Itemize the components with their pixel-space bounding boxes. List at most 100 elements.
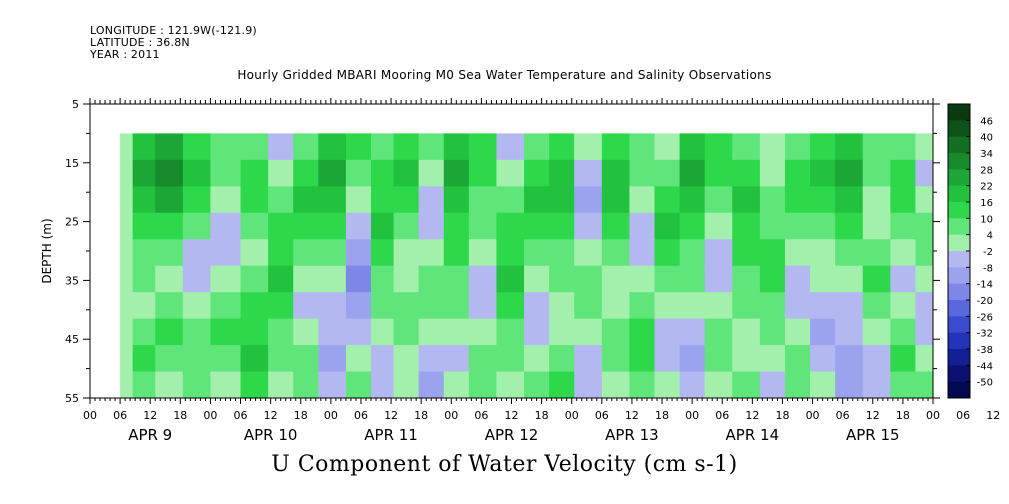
heatmap-cell bbox=[732, 159, 761, 187]
heatmap-cell bbox=[915, 212, 933, 240]
heatmap-cell bbox=[915, 371, 933, 398]
heatmap-cell bbox=[293, 345, 319, 373]
heatmap-cell bbox=[890, 212, 917, 240]
x-day-label: APR 10 bbox=[244, 426, 298, 444]
heatmap-cell bbox=[345, 239, 372, 267]
heatmap-cell bbox=[759, 159, 786, 187]
heatmap-cell bbox=[155, 212, 184, 240]
heatmap-cell bbox=[132, 318, 156, 346]
heatmap-cell bbox=[443, 345, 470, 373]
x-tick-label: 18 bbox=[896, 409, 910, 422]
heatmap-cell bbox=[371, 345, 395, 373]
heatmap-cell bbox=[629, 212, 656, 240]
heatmap-cell bbox=[345, 345, 372, 373]
heatmap-cell bbox=[443, 371, 470, 398]
heatmap-cell bbox=[574, 292, 603, 320]
heatmap-cell bbox=[120, 212, 134, 240]
heatmap-cell bbox=[393, 133, 420, 161]
heatmap-cell bbox=[268, 292, 294, 320]
heatmap-cell bbox=[443, 186, 470, 214]
x-tick-label: 06 bbox=[113, 409, 127, 422]
heatmap-cell bbox=[862, 212, 891, 240]
heatmap-cell bbox=[268, 186, 294, 214]
heatmap-cell bbox=[704, 265, 733, 293]
heatmap-cell bbox=[704, 186, 733, 214]
heatmap-cell bbox=[120, 265, 134, 293]
colorbar-label: -32 bbox=[977, 329, 993, 340]
heatmap-cell bbox=[120, 133, 134, 161]
heatmap-cell bbox=[784, 318, 811, 346]
heatmap-cell bbox=[155, 265, 184, 293]
colorbar-label: 4 bbox=[987, 231, 993, 242]
heatmap-cell bbox=[862, 186, 891, 214]
x-tick-label: 12 bbox=[986, 409, 1000, 422]
heatmap-cell bbox=[704, 212, 733, 240]
heatmap-cell bbox=[862, 371, 891, 398]
heatmap-cell bbox=[759, 265, 786, 293]
heatmap-cell bbox=[835, 133, 864, 161]
heatmap-cell bbox=[784, 265, 811, 293]
heatmap-cell bbox=[210, 186, 242, 214]
heatmap-cell bbox=[318, 318, 347, 346]
heatmap-cell bbox=[704, 371, 733, 398]
colorbar-swatch bbox=[948, 104, 970, 121]
heatmap-cell bbox=[732, 318, 761, 346]
heatmap-cell bbox=[890, 371, 917, 398]
heatmap-cell bbox=[784, 133, 811, 161]
axes: 00 06 12 18 00 06 12 18 00 06 12 18 00 06 12 18 00 06 12 18… bbox=[65, 98, 1000, 444]
heatmap-cell bbox=[371, 239, 395, 267]
heatmap-cell bbox=[268, 133, 294, 161]
heatmap-cell bbox=[210, 345, 242, 373]
colorbar-label: -44 bbox=[977, 361, 993, 372]
heatmap-cell bbox=[240, 265, 269, 293]
heatmap-cell bbox=[293, 159, 319, 187]
heatmap-cell bbox=[371, 318, 395, 346]
heatmap-cell bbox=[210, 265, 242, 293]
heatmap-cell bbox=[524, 159, 550, 187]
heatmap-cell bbox=[915, 292, 933, 320]
y-axis-label: DEPTH (m) bbox=[40, 218, 54, 283]
x-tick-label: 12 bbox=[384, 409, 398, 422]
heatmap-cell bbox=[601, 318, 631, 346]
heatmap-cell bbox=[629, 159, 656, 187]
heatmap-cell bbox=[679, 186, 706, 214]
heatmap-cell bbox=[679, 345, 706, 373]
heatmap-cell bbox=[345, 292, 372, 320]
heatmap-cell bbox=[810, 318, 836, 346]
heatmap-cell bbox=[862, 133, 891, 161]
heatmap-cell bbox=[679, 318, 706, 346]
heatmap-cell bbox=[393, 371, 420, 398]
y-tick-label: 5 bbox=[72, 98, 79, 111]
heatmap-cell bbox=[345, 133, 372, 161]
heatmap-cell bbox=[524, 186, 550, 214]
heatmap-cell bbox=[835, 239, 864, 267]
heatmap-cell bbox=[293, 265, 319, 293]
heatmap-cell bbox=[629, 292, 656, 320]
heatmap-cell bbox=[915, 345, 933, 373]
heatmap-cell bbox=[182, 186, 212, 214]
x-tick-label: 06 bbox=[956, 409, 970, 422]
heatmap-cell bbox=[496, 345, 525, 373]
colorbar-swatch bbox=[948, 365, 970, 383]
heatmap-cell bbox=[915, 159, 933, 187]
heatmap-cell bbox=[549, 292, 575, 320]
x-tick-label: 18 bbox=[775, 409, 789, 422]
heatmap-cell bbox=[810, 186, 836, 214]
heatmap-cell bbox=[210, 133, 242, 161]
heatmap-cell bbox=[784, 212, 811, 240]
heatmap-cell bbox=[293, 292, 319, 320]
heatmap-cell bbox=[120, 159, 134, 187]
heatmap-cell bbox=[268, 159, 294, 187]
heatmap-cell bbox=[915, 133, 933, 161]
heatmap-cell bbox=[210, 371, 242, 398]
heatmap-cell bbox=[704, 159, 733, 187]
heatmap-cell bbox=[345, 186, 372, 214]
heatmap-cell bbox=[393, 159, 420, 187]
heatmap-cell bbox=[654, 133, 681, 161]
heatmap-cell bbox=[345, 265, 372, 293]
heatmap-cell bbox=[345, 159, 372, 187]
heatmap-cell bbox=[679, 239, 706, 267]
heatmap-cell bbox=[629, 265, 656, 293]
colorbar-swatch bbox=[948, 381, 970, 399]
heatmap-cell bbox=[759, 212, 786, 240]
